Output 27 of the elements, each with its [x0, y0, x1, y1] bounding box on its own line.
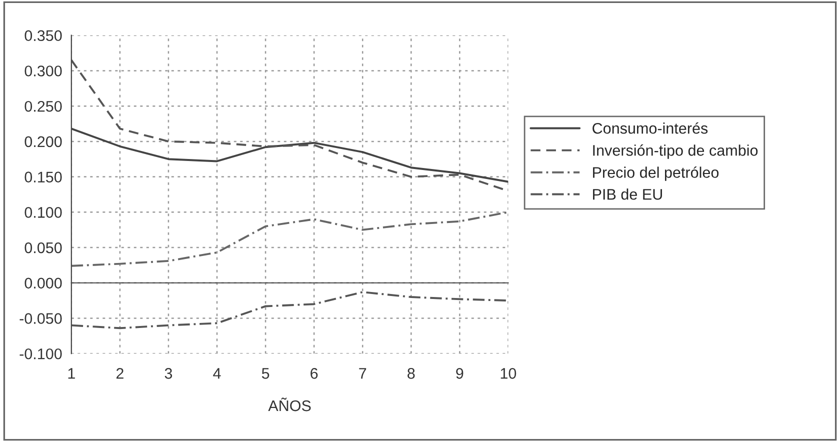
y-tick-label: 0.250 — [24, 100, 62, 112]
legend-label: Consumo-interés — [592, 122, 708, 134]
y-tick-label: 0.100 — [24, 207, 62, 218]
y-tick-label: -0.100 — [20, 348, 62, 360]
x-tick-label: 1 — [68, 368, 75, 379]
x-axis-title: AÑOS — [268, 398, 311, 412]
y-tick-label: -0.050 — [20, 313, 62, 324]
x-tick-label: 9 — [456, 368, 464, 379]
x-tick-label: 6 — [310, 368, 318, 379]
x-tick-label: 5 — [262, 368, 270, 379]
y-tick-label: 0.000 — [24, 278, 62, 289]
x-tick-label: 8 — [408, 368, 415, 379]
y-tick-label: 0.200 — [24, 136, 62, 148]
x-tick-label: 4 — [213, 368, 221, 379]
x-tick-label: 2 — [116, 368, 124, 379]
x-tick-label: 10 — [500, 368, 516, 379]
line-series — [71, 211, 508, 267]
x-tick-label: 7 — [359, 368, 366, 379]
y-tick-label: 0.350 — [24, 30, 62, 42]
y-tick-label: 0.150 — [24, 172, 62, 182]
y-tick-label: 0.050 — [24, 242, 62, 254]
y-tick-label: 0.300 — [24, 66, 62, 76]
legend-label: Inversión-tipo de cambio — [593, 144, 758, 159]
x-tick-label: 3 — [164, 368, 172, 379]
legend-label: Precio del petróleo — [593, 166, 719, 181]
line-series — [71, 291, 508, 330]
legend-label: PIB de EU — [593, 188, 662, 200]
